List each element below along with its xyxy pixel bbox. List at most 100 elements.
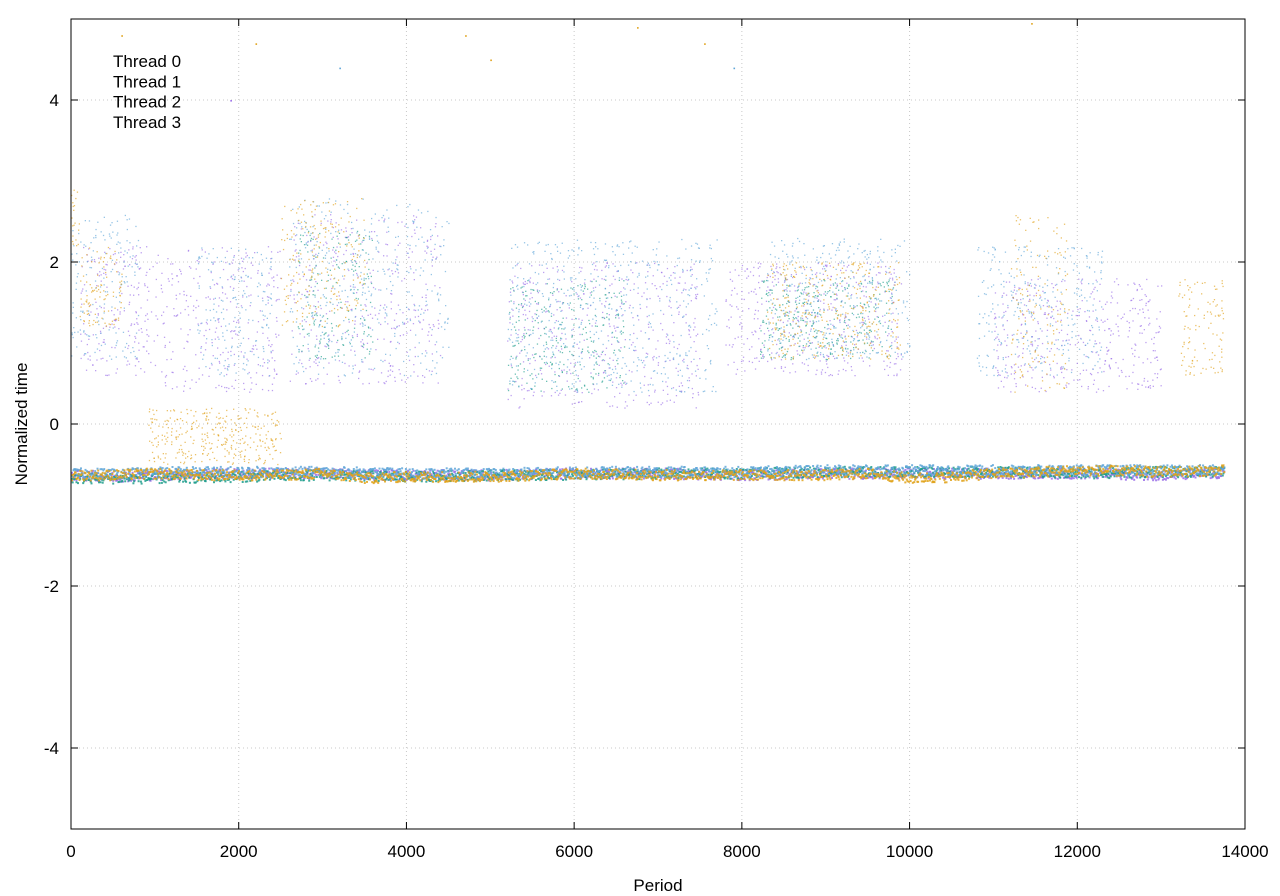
data-point [252, 345, 254, 347]
data-point [856, 336, 858, 338]
data-point [606, 316, 608, 318]
data-point [677, 370, 679, 373]
baseline-point [231, 473, 234, 475]
data-point [509, 291, 512, 293]
data-point [683, 358, 685, 360]
baseline-point [1096, 477, 1099, 480]
data-point [556, 289, 558, 291]
baseline-point [1155, 479, 1158, 482]
data-point [995, 337, 997, 339]
data-point [601, 381, 603, 383]
data-point [85, 369, 88, 371]
baseline-point [463, 477, 466, 479]
data-point [595, 265, 597, 267]
data-point [879, 283, 881, 285]
data-point [654, 262, 656, 265]
data-point [337, 375, 340, 378]
data-point [538, 264, 541, 266]
baseline-point [118, 478, 121, 481]
data-point [196, 299, 198, 302]
data-point [744, 370, 746, 372]
data-point [815, 329, 817, 331]
data-point [129, 294, 131, 296]
data-point [167, 258, 169, 260]
data-point [205, 297, 207, 299]
data-point [821, 347, 823, 349]
data-point [836, 343, 838, 345]
data-point [591, 280, 593, 283]
data-point [219, 362, 221, 364]
data-point [557, 300, 559, 303]
data-point [997, 358, 999, 360]
baseline-point [818, 476, 821, 479]
data-point [863, 322, 866, 324]
data-point [307, 241, 309, 243]
data-point [354, 286, 356, 288]
data-point [512, 315, 514, 317]
data-point [837, 373, 839, 375]
data-point [529, 280, 531, 283]
data-point [893, 363, 896, 365]
data-point [697, 394, 700, 396]
data-point [589, 357, 591, 359]
data-point [1161, 285, 1163, 287]
data-point [615, 310, 617, 312]
data-point [112, 253, 115, 256]
data-point [365, 309, 368, 312]
data-point [615, 330, 617, 332]
data-point [779, 306, 781, 308]
data-point [596, 269, 598, 271]
data-point [666, 295, 668, 298]
baseline-point [318, 469, 320, 472]
data-point [1082, 341, 1085, 344]
data-point [383, 220, 385, 222]
baseline-point [655, 469, 657, 472]
baseline-point [482, 479, 485, 481]
data-point [301, 293, 303, 296]
data-point [1085, 355, 1087, 358]
data-point [831, 374, 833, 377]
data-point [305, 367, 307, 370]
data-point [743, 298, 745, 301]
data-point [329, 278, 332, 280]
data-point [103, 341, 105, 343]
data-point [365, 305, 367, 307]
data-point [1133, 364, 1135, 366]
data-point [552, 294, 554, 296]
data-point [390, 292, 392, 295]
data-point [537, 292, 539, 294]
data-point [437, 319, 439, 321]
data-point [535, 313, 538, 316]
data-point [378, 312, 380, 315]
data-point [762, 280, 764, 282]
data-point [835, 293, 837, 295]
baseline-point [241, 473, 244, 476]
data-point [426, 252, 428, 254]
data-point [314, 294, 316, 296]
data-point [326, 373, 328, 375]
baseline-point [430, 473, 433, 476]
data-point [613, 292, 615, 294]
data-point [669, 359, 671, 362]
data-point [590, 376, 592, 378]
data-point [832, 284, 835, 286]
data-point [1029, 294, 1031, 296]
data-point [402, 334, 405, 336]
data-point [795, 317, 797, 319]
data-point [843, 328, 845, 330]
data-point [311, 312, 313, 314]
baseline-point [1194, 476, 1197, 479]
data-point [1006, 372, 1008, 374]
data-point [854, 375, 856, 377]
data-point [725, 344, 727, 346]
data-point [746, 268, 748, 270]
data-point [338, 232, 341, 234]
data-point [532, 282, 534, 284]
data-point [1156, 356, 1158, 358]
data-point [365, 252, 367, 254]
data-point [366, 348, 368, 350]
data-point [1095, 351, 1097, 354]
data-point [753, 318, 755, 320]
data-point [617, 341, 619, 343]
baseline-point [1022, 475, 1025, 478]
